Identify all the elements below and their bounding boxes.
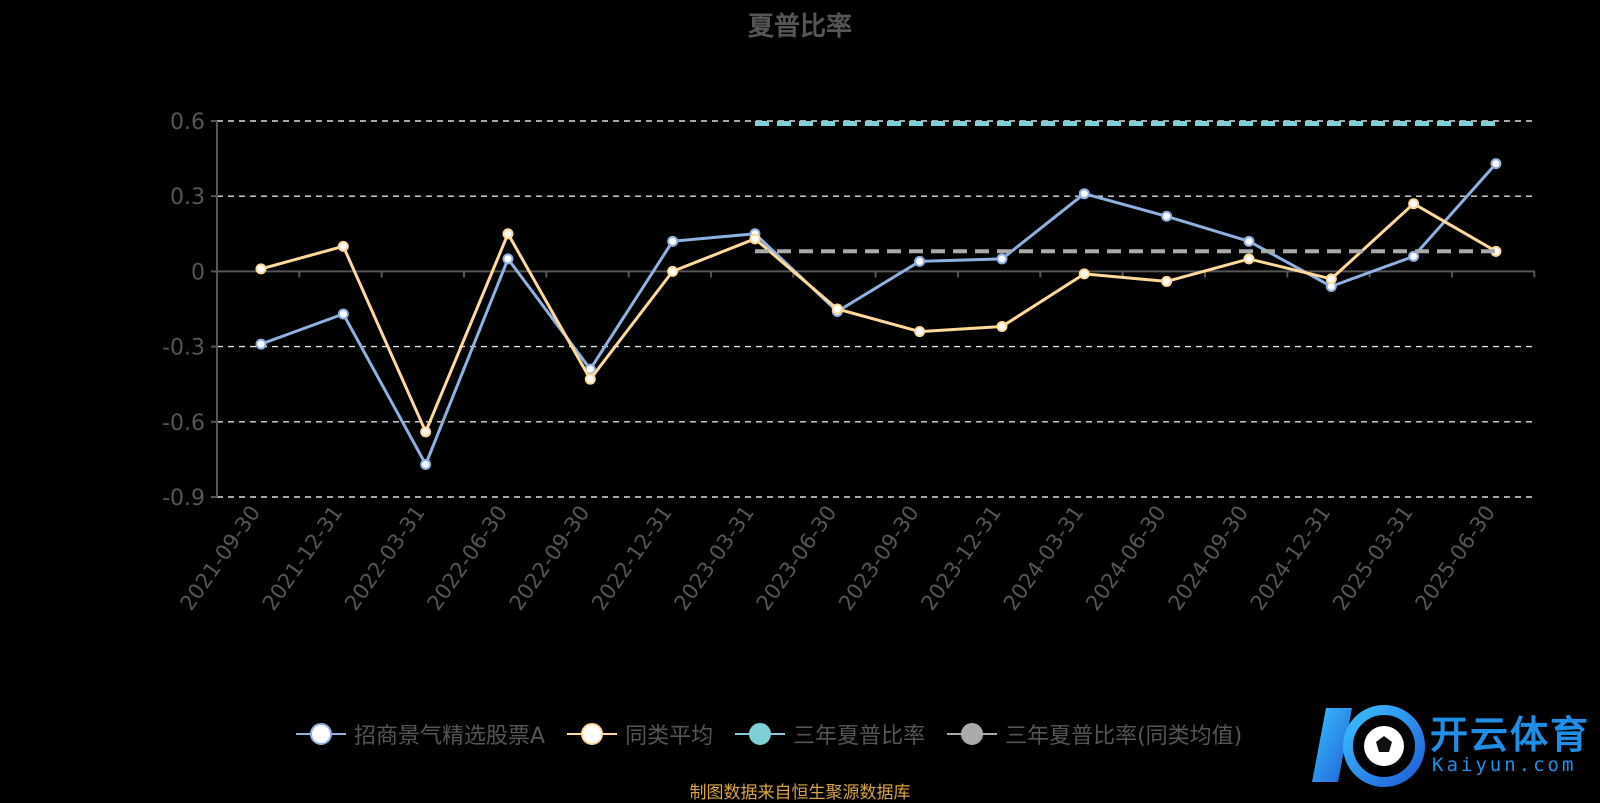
y-tick-label: -0.9 <box>162 486 205 511</box>
data-point[interactable] <box>1078 188 1090 200</box>
legend-label-peer-average: 同类平均 <box>625 724 714 749</box>
data-point[interactable] <box>502 253 514 265</box>
data-point[interactable] <box>749 233 761 245</box>
legend-item-3y-sharpe[interactable]: 三年夏普比率 <box>735 718 925 750</box>
data-point[interactable] <box>831 303 843 315</box>
legend-item-fund[interactable]: 招商景气精选股票A <box>296 718 545 750</box>
x-tick-label: 2024-03-31 <box>999 501 1089 615</box>
data-point[interactable] <box>1325 273 1337 285</box>
legend-swatch-peer-average <box>567 722 618 746</box>
data-point[interactable] <box>1078 268 1090 280</box>
legend-item-3y-sharpe-peer[interactable]: 三年夏普比率(同类均值) <box>947 718 1242 750</box>
x-tick-label: 2021-09-30 <box>175 501 265 615</box>
data-point[interactable] <box>1408 250 1420 262</box>
x-tick-label: 2021-12-31 <box>258 501 348 615</box>
x-tick-label: 2024-06-30 <box>1081 501 1171 615</box>
data-source-note: 制图数据来自恒生聚源数据库 <box>689 783 911 803</box>
data-point[interactable] <box>337 308 349 320</box>
y-tick-label: 0.3 <box>170 185 205 210</box>
legend-label-3y-sharpe: 三年夏普比率 <box>793 724 926 749</box>
legend-swatch-3y-sharpe <box>735 722 786 746</box>
x-tick-label: 2025-03-31 <box>1328 501 1418 615</box>
data-point[interactable] <box>420 426 432 438</box>
legend-swatch-3y-sharpe-peer <box>947 722 998 746</box>
series-lines <box>255 121 1502 470</box>
legend: 招商景气精选股票A 同类平均 三年夏普比率 三年夏普比率(同类均值) <box>296 718 1264 750</box>
legend-label-fund: 招商景气精选股票A <box>354 724 546 749</box>
legend-item-peer-average[interactable]: 同类平均 <box>567 718 713 750</box>
y-tick-label: 0.6 <box>170 110 205 135</box>
x-tick-label: 2022-03-31 <box>340 501 430 615</box>
x-tick-label: 2022-06-30 <box>422 501 512 615</box>
data-point[interactable] <box>584 373 596 385</box>
data-point[interactable] <box>337 240 349 252</box>
legend-swatch-fund <box>296 722 346 746</box>
watermark-brand: 开云体育 <box>1430 713 1591 757</box>
data-point[interactable] <box>1161 210 1173 222</box>
data-point[interactable] <box>1243 253 1255 265</box>
y-tick-label: 0 <box>191 260 205 285</box>
x-tick-label: 2024-09-30 <box>1163 501 1253 615</box>
data-point[interactable] <box>420 458 432 470</box>
series-line-0 <box>260 162 1498 466</box>
data-point[interactable] <box>1243 235 1255 247</box>
data-point[interactable] <box>667 235 679 247</box>
data-point[interactable] <box>667 265 679 277</box>
x-tick-label: 2023-12-31 <box>916 501 1006 615</box>
grid-lines <box>217 120 1535 498</box>
data-point[interactable] <box>1490 158 1502 170</box>
y-tick-label: -0.6 <box>162 411 205 436</box>
soccer-ball-logo-icon <box>1312 705 1425 787</box>
data-point[interactable] <box>996 321 1008 333</box>
data-point[interactable] <box>1408 198 1420 210</box>
data-point[interactable] <box>255 338 267 350</box>
y-tick-label: -0.3 <box>162 336 205 361</box>
x-tick-label: 2023-03-31 <box>669 501 759 615</box>
x-tick-label: 2022-09-30 <box>505 501 595 615</box>
data-point[interactable] <box>255 263 267 275</box>
data-point[interactable] <box>996 253 1008 265</box>
data-point[interactable] <box>1161 275 1173 287</box>
x-tick-label: 2024-12-31 <box>1246 501 1336 615</box>
data-point[interactable] <box>914 255 926 267</box>
x-tick-label: 2023-06-30 <box>752 501 842 615</box>
x-tick-label: 2025-06-30 <box>1410 501 1500 615</box>
data-point[interactable] <box>914 326 926 338</box>
legend-label-3y-sharpe-peer: 三年夏普比率(同类均值) <box>1005 724 1243 749</box>
x-tick-label: 2023-09-30 <box>834 501 924 615</box>
x-tick-label: 2022-12-31 <box>587 501 677 615</box>
chart-title: 夏普比率 <box>747 12 852 42</box>
watermark-logo: 开云体育 Kaiyun.com <box>1312 700 1592 790</box>
x-tick-labels: 2021-09-302021-12-312022-03-312022-06-30… <box>175 501 1500 615</box>
axes: 0.6 0.3 0 -0.3 -0.6 -0.9 <box>162 110 1536 511</box>
data-point[interactable] <box>502 228 514 240</box>
watermark-domain: Kaiyun.com <box>1432 754 1577 776</box>
series-line-1 <box>260 202 1497 434</box>
